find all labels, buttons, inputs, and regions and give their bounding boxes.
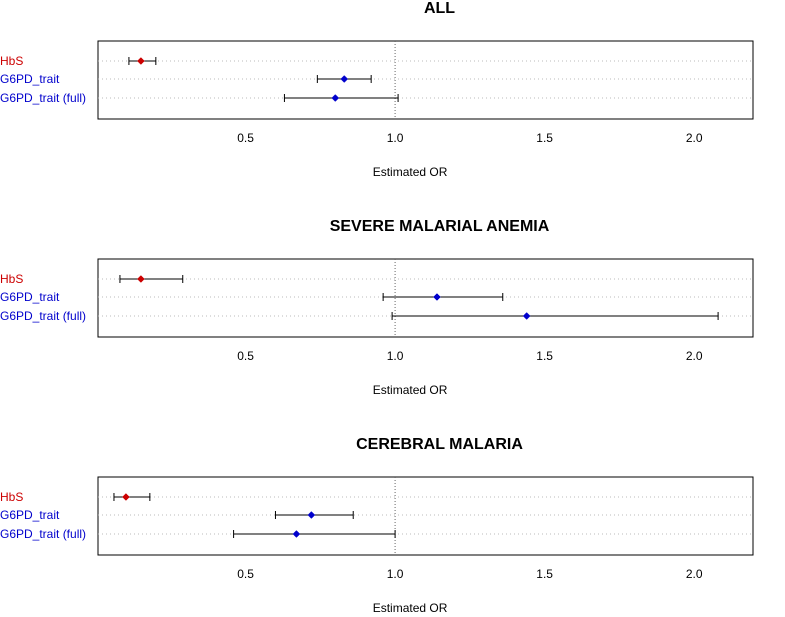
x-tick-label: 1.0 bbox=[387, 131, 404, 145]
point-estimate-marker bbox=[340, 75, 349, 83]
row-label: G6PD_trait bbox=[0, 72, 60, 86]
row-label: G6PD_trait (full) bbox=[0, 309, 86, 323]
x-tick-label: 2.0 bbox=[686, 567, 703, 581]
x-tick-label: 2.0 bbox=[686, 349, 703, 363]
x-tick-label: 1.5 bbox=[536, 349, 553, 363]
x-tick-label: 1.5 bbox=[536, 567, 553, 581]
point-estimate-marker bbox=[307, 511, 316, 519]
row-label: G6PD_trait bbox=[0, 508, 60, 522]
point-estimate-marker bbox=[433, 293, 441, 301]
panel-title: SEVERE MALARIAL ANEMIA bbox=[330, 218, 550, 235]
x-tick-label: 1.0 bbox=[387, 349, 404, 363]
row-label: HbS bbox=[0, 272, 23, 286]
x-tick-label: 0.5 bbox=[237, 131, 254, 145]
plot-frame bbox=[97, 40, 754, 120]
plot-frame bbox=[97, 258, 754, 338]
point-estimate-marker bbox=[137, 57, 145, 65]
row-label: G6PD_trait (full) bbox=[0, 527, 86, 541]
point-estimate-marker bbox=[137, 275, 145, 283]
x-axis-title: Estimated OR bbox=[373, 383, 448, 397]
x-axis-title: Estimated OR bbox=[373, 601, 448, 615]
panel-title: CEREBRAL MALARIA bbox=[356, 436, 523, 453]
point-estimate-marker bbox=[122, 493, 130, 501]
row-label: HbS bbox=[0, 54, 23, 68]
x-tick-label: 0.5 bbox=[237, 567, 254, 581]
x-tick-label: 2.0 bbox=[686, 131, 703, 145]
point-estimate-marker bbox=[522, 312, 531, 320]
row-label: G6PD_trait (full) bbox=[0, 91, 86, 105]
point-estimate-marker bbox=[331, 94, 340, 102]
row-label: HbS bbox=[0, 490, 23, 504]
x-axis-title: Estimated OR bbox=[373, 165, 448, 179]
x-tick-label: 1.0 bbox=[387, 567, 404, 581]
row-label: G6PD_trait bbox=[0, 290, 60, 304]
point-estimate-marker bbox=[292, 530, 301, 538]
plot-frame bbox=[97, 476, 754, 556]
x-tick-label: 1.5 bbox=[536, 131, 553, 145]
panel-title: ALL bbox=[424, 0, 455, 17]
x-tick-label: 0.5 bbox=[237, 349, 254, 363]
